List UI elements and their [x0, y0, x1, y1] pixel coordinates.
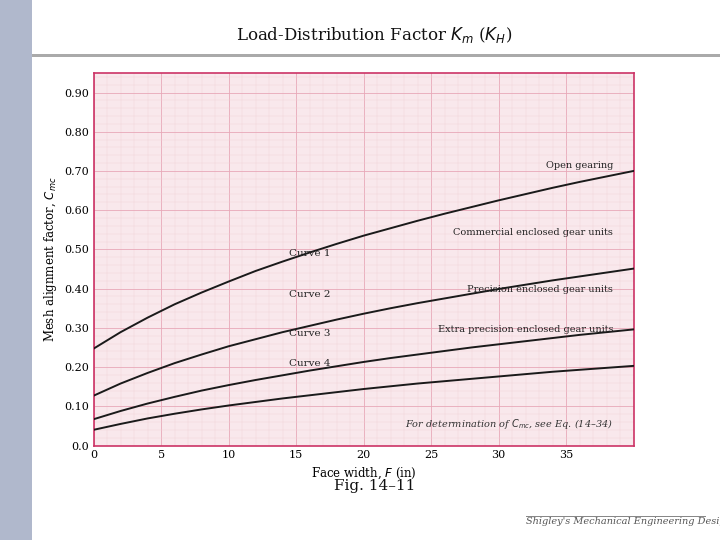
- Text: Commercial enclosed gear units: Commercial enclosed gear units: [454, 228, 613, 237]
- Text: Precision enclosed gear units: Precision enclosed gear units: [467, 285, 613, 294]
- Y-axis label: Mesh alignment factor, $C_{mc}$: Mesh alignment factor, $C_{mc}$: [42, 177, 59, 342]
- Text: Curve 1: Curve 1: [289, 249, 331, 258]
- Text: Curve 2: Curve 2: [289, 290, 331, 299]
- X-axis label: Face width, $F$ (in): Face width, $F$ (in): [311, 465, 416, 481]
- Text: Open gearing: Open gearing: [546, 160, 613, 170]
- Text: For determination of $C_{mc}$, see Eq. (14–34): For determination of $C_{mc}$, see Eq. (…: [405, 417, 613, 431]
- Text: Shigley's Mechanical Engineering Design: Shigley's Mechanical Engineering Design: [526, 517, 720, 526]
- Text: Curve 4: Curve 4: [289, 360, 331, 368]
- Text: Fig. 14–11: Fig. 14–11: [333, 479, 415, 493]
- Text: Extra precision enclosed gear units: Extra precision enclosed gear units: [438, 325, 613, 334]
- Text: Curve 3: Curve 3: [289, 329, 331, 338]
- Text: Load-Distribution Factor $K_m$ ($K_H$): Load-Distribution Factor $K_m$ ($K_H$): [236, 25, 513, 45]
